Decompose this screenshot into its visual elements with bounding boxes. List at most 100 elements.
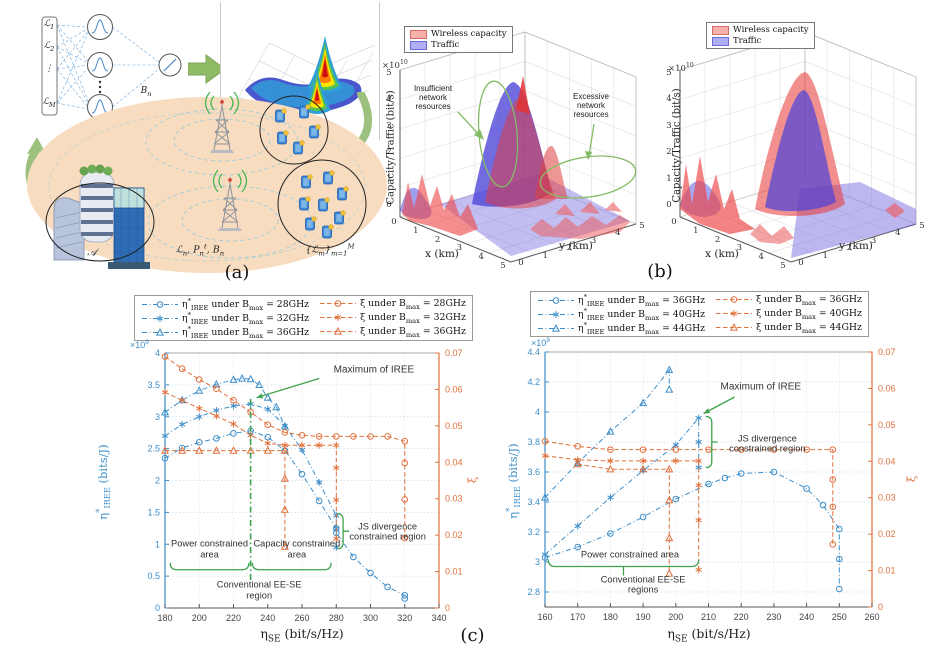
triangle-marker-icon (155, 327, 165, 336)
tick-label: 0.07 (878, 347, 896, 357)
triangle-marker-icon (263, 393, 272, 401)
y-tick-label: 2 (566, 243, 573, 254)
arrow-head-icon (703, 408, 711, 414)
triangle-marker-icon (606, 427, 615, 435)
legend-line-sample (538, 323, 574, 332)
legend-box-c2: η*IREE under Bmax = 36GHz η*IREE under Bm… (530, 291, 869, 337)
arrow-head-icon (256, 393, 264, 399)
x-tick-label: 2 (434, 234, 441, 245)
tick-label: 1.5 (147, 507, 160, 517)
x-tick-label: 2 (714, 234, 721, 245)
tick-label: 0 (445, 603, 450, 613)
circle-marker-icon (730, 296, 738, 304)
chart-c2: ×109 η*IREE (bits/J) ξ ηSE (bit/s/Hz) 16… (504, 337, 945, 654)
triangle-marker-icon (665, 533, 674, 542)
legend-item: η*IREE under Bmax = 40GHz (537, 307, 705, 321)
asterisk-marker-icon (196, 405, 203, 412)
asterisk-marker-icon (315, 479, 323, 486)
circle-marker-icon (264, 421, 272, 429)
tick-label: 3.5 (147, 380, 160, 390)
triangle-marker-icon (665, 365, 674, 374)
asterisk-marker-icon (333, 464, 340, 472)
legend-label: η*IREE under Bmax = 44GHz (578, 320, 706, 336)
legend-line-sample (142, 327, 178, 336)
tick-label: 2 (155, 476, 160, 486)
circle-marker-icon (213, 385, 220, 393)
circle-marker-icon (672, 495, 680, 503)
triangle-marker-icon (665, 464, 674, 473)
tick-label: 300 (363, 613, 378, 623)
tick-label: 2.8 (527, 587, 540, 597)
tick-label: 0 (155, 603, 160, 613)
y-tick-label: 3 (870, 235, 877, 246)
legend-label: ξ under Bmax = 32GHz (360, 311, 466, 325)
tick-label: 3.8 (527, 437, 540, 447)
legend-label: η*IREE under Bmax = 28GHz (182, 296, 310, 312)
tick-label: 3.6 (527, 467, 540, 477)
activation-curve-icon (91, 19, 109, 114)
y-tick-label: 5 (639, 221, 645, 231)
asterisk-marker-icon (315, 441, 323, 449)
circle-marker-icon (156, 300, 164, 308)
series-line (577, 463, 670, 574)
nn-input-dots: ⋮ (44, 64, 54, 74)
asterisk-marker-icon (672, 457, 679, 465)
tick-label: 260 (864, 612, 879, 622)
annotation-insufficient: Insufficient network resources (413, 84, 453, 112)
asterisk-marker-icon (730, 310, 738, 318)
z-tick-label: 4 (386, 94, 392, 105)
triangle-marker-icon (229, 446, 238, 454)
asterisk-marker-icon (695, 438, 702, 446)
legend-line-sample (320, 300, 357, 308)
triangle-marker-icon (263, 446, 272, 454)
legend-label: ξ under Bmax = 44GHz (756, 321, 862, 335)
nn-input-l2: ℒ2 (43, 41, 55, 53)
legend-label: η*IREE under Bmax = 32GHz (182, 310, 310, 326)
tick-label: 0.5 (147, 571, 160, 581)
nn-input-layer (41, 16, 58, 116)
circle-marker-icon (639, 513, 647, 521)
traffic-capacity-surfaces (400, 76, 630, 256)
tick-label: 0.01 (445, 567, 463, 577)
tick-label: 4 (155, 348, 160, 358)
triangle-marker-icon (280, 505, 289, 513)
right-block-arrow-icon (188, 54, 226, 84)
circle-marker-icon (298, 470, 306, 478)
legend-line-sample (538, 310, 574, 318)
triangle-marker-icon (280, 542, 289, 550)
triangle-marker-icon (639, 398, 648, 407)
legend-label: Wireless capacity (733, 25, 809, 35)
legend-box: Wireless capacity Traffic (404, 26, 513, 53)
annotation-bracket (169, 562, 250, 571)
asterisk-marker-icon (552, 310, 560, 318)
asterisk-marker-icon (178, 421, 186, 428)
annotation-text: JS divergence constrained region (729, 432, 806, 454)
circle-marker-icon (574, 443, 581, 450)
circle-marker-icon (230, 397, 237, 404)
tick-label: 3 (155, 412, 160, 422)
circle-marker-icon (350, 553, 357, 561)
x-tick-label: 5 (500, 261, 506, 271)
tick-label: 3.4 (527, 497, 540, 507)
circle-marker-icon (737, 470, 745, 477)
circle-marker-icon (281, 429, 289, 436)
z-tick-label: 2 (386, 147, 392, 158)
circle-marker-icon (401, 591, 409, 599)
annotation-bracket (705, 415, 718, 469)
asterisk-marker-icon (333, 535, 340, 543)
triangle-marker-icon (212, 379, 221, 388)
z-tick-label: 3 (666, 120, 672, 131)
base-station-1 (204, 92, 240, 153)
z-tick-label: 0 (666, 200, 672, 210)
area-label: 𝒜 (87, 247, 97, 259)
tick-label: 340 (431, 613, 446, 623)
circle-marker-icon (829, 541, 837, 548)
triangle-marker-icon (212, 446, 221, 454)
surface-plot-b1: Wireless capacity Traffic ×1010 Capacity/… (380, 14, 668, 271)
y-tick-label: 5 (919, 221, 925, 231)
x-tick-label: 3 (456, 243, 463, 254)
green-annotations (457, 80, 637, 199)
asterisk-marker-icon (264, 439, 271, 447)
y-tick-label: 2 (846, 243, 853, 254)
